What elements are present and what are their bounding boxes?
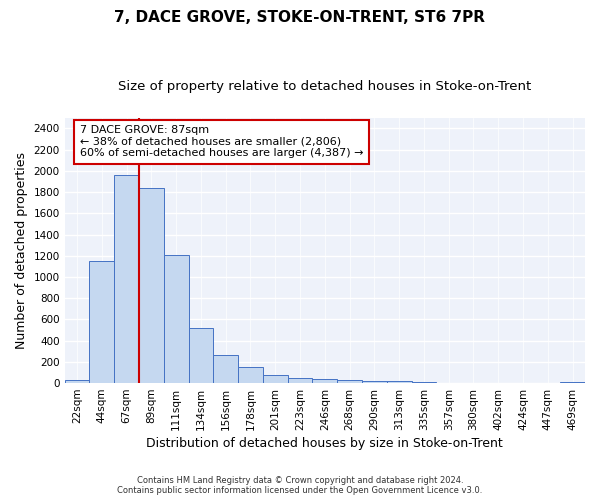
Bar xyxy=(412,382,436,383)
Text: 7 DACE GROVE: 87sqm
← 38% of detached houses are smaller (2,806)
60% of semi-det: 7 DACE GROVE: 87sqm ← 38% of detached ho… xyxy=(80,125,363,158)
Bar xyxy=(337,380,362,383)
Bar xyxy=(560,382,585,383)
Title: Size of property relative to detached houses in Stoke-on-Trent: Size of property relative to detached ho… xyxy=(118,80,532,93)
Text: Contains HM Land Registry data © Crown copyright and database right 2024.
Contai: Contains HM Land Registry data © Crown c… xyxy=(118,476,482,495)
Bar xyxy=(214,355,238,383)
Text: 7, DACE GROVE, STOKE-ON-TRENT, ST6 7PR: 7, DACE GROVE, STOKE-ON-TRENT, ST6 7PR xyxy=(115,10,485,25)
Bar xyxy=(263,374,287,383)
Bar xyxy=(65,380,89,383)
Bar xyxy=(238,366,263,383)
Bar xyxy=(188,328,214,383)
Y-axis label: Number of detached properties: Number of detached properties xyxy=(15,152,28,349)
Bar xyxy=(114,175,139,383)
Bar xyxy=(362,380,387,383)
Bar xyxy=(387,381,412,383)
Bar xyxy=(436,382,461,383)
Bar xyxy=(89,261,114,383)
X-axis label: Distribution of detached houses by size in Stoke-on-Trent: Distribution of detached houses by size … xyxy=(146,437,503,450)
Bar xyxy=(287,378,313,383)
Bar xyxy=(313,379,337,383)
Bar xyxy=(139,188,164,383)
Bar xyxy=(164,254,188,383)
